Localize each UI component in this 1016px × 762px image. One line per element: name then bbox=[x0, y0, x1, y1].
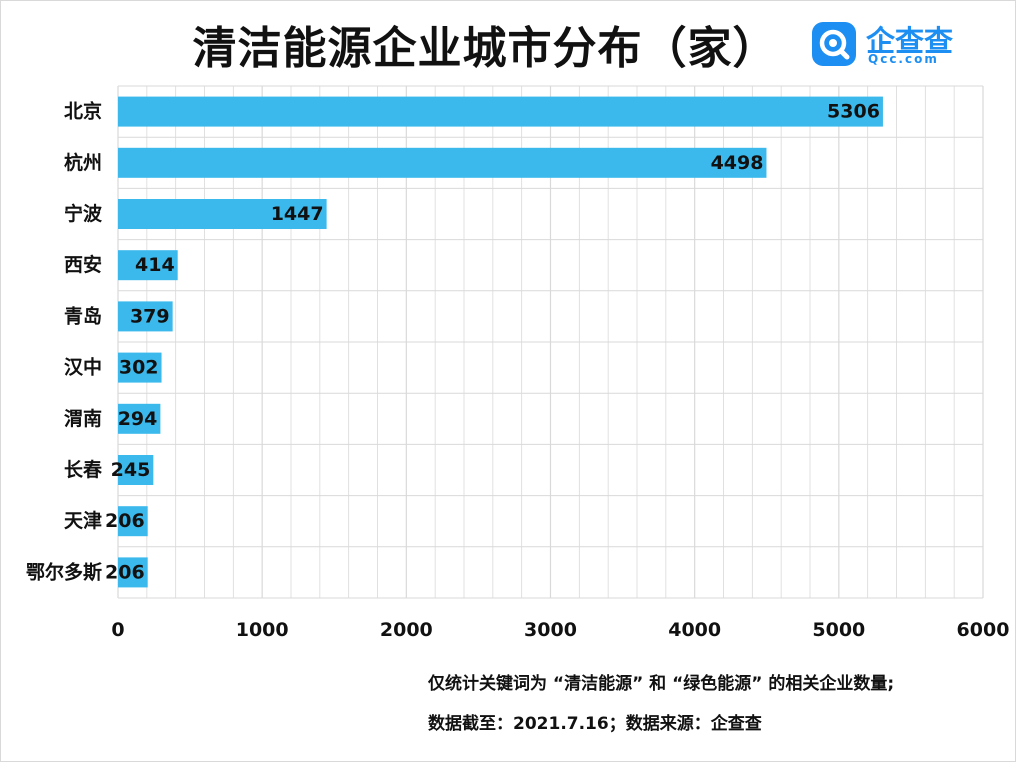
category-label: 长春 bbox=[64, 458, 102, 481]
footnote-scope: 仅统计关键词为 “清洁能源” 和 “绿色能源” 的相关企业数量; bbox=[428, 674, 895, 694]
x-tick-label: 0 bbox=[111, 619, 124, 641]
chart-title: 清洁能源企业城市分布（家） bbox=[192, 23, 778, 74]
category-label: 北京 bbox=[64, 100, 102, 123]
chart-labels: 北京 5306 杭州 4498 宁波 1447 西安 414 青岛 379 汉中 302 渭南 294 长春… bbox=[26, 100, 1009, 641]
data-label: 302 bbox=[119, 357, 159, 379]
x-tick-label: 3000 bbox=[524, 619, 577, 641]
data-label: 245 bbox=[111, 459, 151, 481]
bar bbox=[118, 455, 154, 485]
category-label: 渭南 bbox=[64, 408, 102, 430]
bar bbox=[118, 557, 148, 588]
bar bbox=[118, 250, 178, 281]
bar bbox=[118, 352, 162, 383]
category-label: 宁波 bbox=[64, 202, 103, 225]
bar bbox=[118, 147, 767, 178]
x-tick-label: 2000 bbox=[380, 619, 433, 641]
bar bbox=[118, 506, 148, 537]
data-label: 206 bbox=[105, 510, 145, 532]
category-label: 汉中 bbox=[64, 356, 102, 379]
category-label: 杭州 bbox=[64, 151, 102, 174]
data-label: 1447 bbox=[271, 203, 324, 225]
bar bbox=[118, 403, 161, 434]
x-tick-label: 1000 bbox=[236, 619, 289, 641]
x-tick-label: 6000 bbox=[957, 619, 1010, 641]
bar bbox=[118, 199, 327, 229]
x-tick-label: 4000 bbox=[668, 619, 721, 641]
footnotes: 仅统计关键词为 “清洁能源” 和 “绿色能源” 的相关企业数量; 数据截至：20… bbox=[428, 664, 998, 744]
data-label: 4498 bbox=[711, 152, 764, 174]
data-label: 5306 bbox=[827, 101, 880, 123]
brand-domain: Qcc.com bbox=[868, 52, 939, 66]
chart-bars bbox=[118, 96, 883, 588]
category-label: 鄂尔多斯 bbox=[26, 560, 102, 583]
data-label: 414 bbox=[135, 254, 175, 276]
data-label: 294 bbox=[118, 408, 158, 430]
bar bbox=[118, 301, 173, 332]
chart-grid bbox=[117, 85, 984, 599]
category-label: 青岛 bbox=[64, 304, 102, 327]
qcc-magnifier-logo-icon bbox=[812, 22, 856, 66]
data-label: 206 bbox=[105, 561, 145, 583]
brand-name: 企查查 bbox=[866, 24, 954, 58]
bar bbox=[118, 96, 883, 127]
x-tick-label: 5000 bbox=[812, 619, 865, 641]
category-label: 西安 bbox=[64, 253, 102, 276]
footnote-source: 数据截至：2021.7.16；数据来源：企查查 bbox=[428, 714, 762, 734]
category-label: 天津 bbox=[64, 509, 102, 532]
data-label: 379 bbox=[130, 305, 170, 327]
